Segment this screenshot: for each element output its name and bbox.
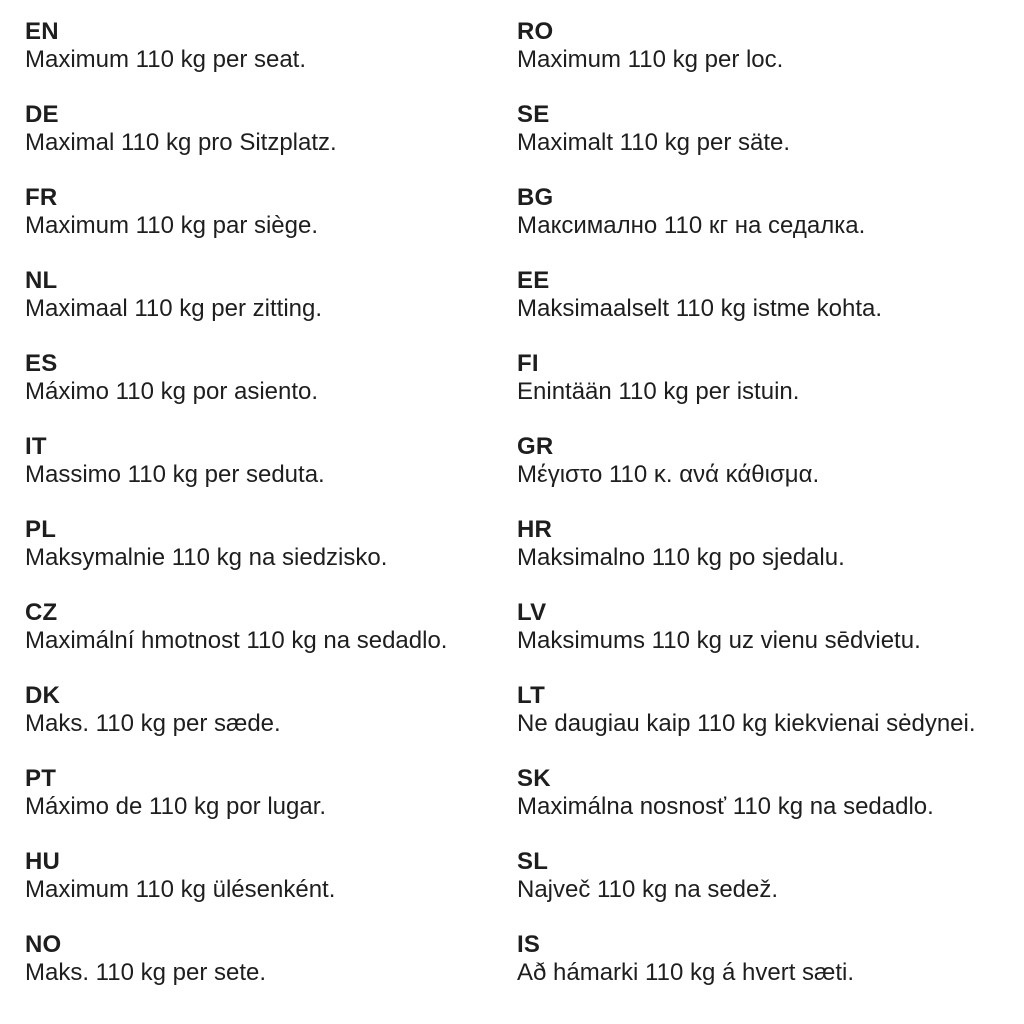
language-code: FR [25, 184, 58, 211]
language-entry-dk: DK Maks. 110 kg per sæde. [25, 682, 517, 738]
language-code: SK [517, 765, 551, 792]
language-entry-fi: FI Enintään 110 kg per istuin. [517, 350, 1014, 406]
translation-text: Maximalt 110 kg per säte. [517, 129, 791, 156]
translation-text: Maksymalnie 110 kg na siedzisko. [25, 544, 388, 571]
language-code: GR [517, 433, 554, 460]
language-code: IT [25, 433, 47, 460]
language-entry-is: IS Að hámarki 110 kg á hvert sæti. [517, 931, 1014, 987]
language-code: PL [25, 516, 57, 543]
language-code: LT [517, 682, 545, 709]
language-entry-es: ES Máximo 110 kg por asiento. [25, 350, 517, 406]
language-entry-ro: RO Maximum 110 kg per loc. [517, 18, 1014, 74]
left-column: EN Maximum 110 kg per seat. DE Maximal 1… [25, 18, 517, 1014]
translation-text: Maximaal 110 kg per zitting. [25, 295, 323, 322]
language-code: EE [517, 267, 550, 294]
language-entry-no: NO Maks. 110 kg per sete. [25, 931, 517, 987]
language-code: HU [25, 848, 61, 875]
language-entry-bg: BG Максимално 110 кг на седалка. [517, 184, 1014, 240]
language-entry-de: DE Maximal 110 kg pro Sitzplatz. [25, 101, 517, 157]
translation-text: Að hámarki 110 kg á hvert sæti. [517, 959, 855, 986]
language-entry-fr: FR Maximum 110 kg par siège. [25, 184, 517, 240]
right-column: RO Maximum 110 kg per loc. SE Maximalt 1… [517, 18, 1014, 1014]
translation-text: Maksimums 110 kg uz vienu sēdvietu. [517, 627, 921, 654]
translation-text: Massimo 110 kg per seduta. [25, 461, 325, 488]
translation-text: Maximum 110 kg per loc. [517, 46, 784, 73]
language-code: BG [517, 184, 554, 211]
language-entry-gr: GR Μέγιστο 110 κ. ανά κάθισμα. [517, 433, 1014, 489]
language-entry-sl: SL Največ 110 kg na sedež. [517, 848, 1014, 904]
language-entry-lv: LV Maksimums 110 kg uz vienu sēdvietu. [517, 599, 1014, 655]
translation-text: Maximum 110 kg par siège. [25, 212, 319, 239]
translation-text: Največ 110 kg na sedež. [517, 876, 779, 903]
translation-text: Ne daugiau kaip 110 kg kiekvienai sėdyne… [517, 710, 976, 737]
language-entry-en: EN Maximum 110 kg per seat. [25, 18, 517, 74]
language-code: HR [517, 516, 553, 543]
translation-text: Максимално 110 кг на седалка. [517, 212, 866, 239]
language-entry-ee: EE Maksimaalselt 110 kg istme kohta. [517, 267, 1014, 323]
language-code: EN [25, 18, 59, 45]
language-code: NO [25, 931, 62, 958]
language-code: IS [517, 931, 541, 958]
translation-text: Maksimaalselt 110 kg istme kohta. [517, 295, 883, 322]
translation-text: Máximo 110 kg por asiento. [25, 378, 319, 405]
language-entry-hu: HU Maximum 110 kg ülésenként. [25, 848, 517, 904]
language-entry-sk: SK Maximálna nosnosť 110 kg na sedadlo. [517, 765, 1014, 821]
language-entry-it: IT Massimo 110 kg per seduta. [25, 433, 517, 489]
language-entry-lt: LT Ne daugiau kaip 110 kg kiekvienai sėd… [517, 682, 1014, 738]
language-entry-pl: PL Maksymalnie 110 kg na siedzisko. [25, 516, 517, 572]
language-code: SL [517, 848, 549, 875]
translation-text: Enintään 110 kg per istuin. [517, 378, 800, 405]
language-entry-pt: PT Máximo de 110 kg por lugar. [25, 765, 517, 821]
language-entry-nl: NL Maximaal 110 kg per zitting. [25, 267, 517, 323]
translation-text: Maximum 110 kg ülésenként. [25, 876, 336, 903]
language-code: DK [25, 682, 61, 709]
language-code: ES [25, 350, 58, 377]
translation-text: Máximo de 110 kg por lugar. [25, 793, 327, 820]
translation-text: Maksimalno 110 kg po sjedalu. [517, 544, 845, 571]
language-entry-cz: CZ Maximální hmotnost 110 kg na sedadlo. [25, 599, 517, 655]
language-code: LV [517, 599, 547, 626]
translation-text: Maximum 110 kg per seat. [25, 46, 307, 73]
language-code: DE [25, 101, 59, 128]
translation-text: Maks. 110 kg per sæde. [25, 710, 281, 737]
language-code: PT [25, 765, 57, 792]
language-code: RO [517, 18, 554, 45]
language-code: FI [517, 350, 539, 377]
language-code: SE [517, 101, 550, 128]
translation-text: Maximálna nosnosť 110 kg na sedadlo. [517, 793, 934, 820]
translation-text: Maximální hmotnost 110 kg na sedadlo. [25, 627, 448, 654]
language-code: NL [25, 267, 58, 294]
language-code: CZ [25, 599, 58, 626]
translation-text: Maks. 110 kg per sete. [25, 959, 267, 986]
language-entry-se: SE Maximalt 110 kg per säte. [517, 101, 1014, 157]
translation-text: Maximal 110 kg pro Sitzplatz. [25, 129, 337, 156]
translation-text: Μέγιστο 110 κ. ανά κάθισμα. [517, 461, 820, 488]
language-entry-hr: HR Maksimalno 110 kg po sjedalu. [517, 516, 1014, 572]
